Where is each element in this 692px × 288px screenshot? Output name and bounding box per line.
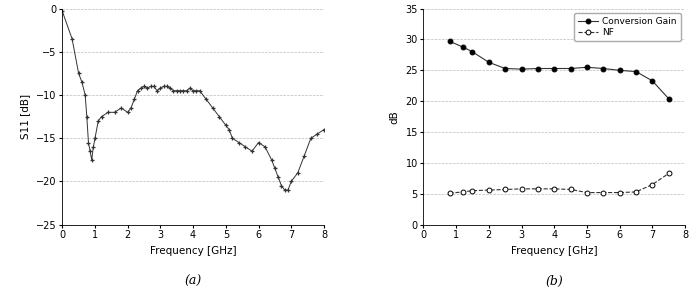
Line: Conversion Gain: Conversion Gain (447, 39, 671, 101)
Conversion Gain (550, 67, 558, 70)
Legend: Conversion Gain, NF: Conversion Gain, NF (574, 13, 680, 41)
NF (518, 187, 526, 191)
NF (446, 192, 454, 195)
NF (664, 172, 673, 175)
NF (583, 191, 591, 194)
Text: (a): (a) (185, 275, 202, 288)
Y-axis label: S11 [dB]: S11 [dB] (21, 94, 30, 139)
Conversion Gain (648, 79, 657, 83)
X-axis label: Frequency [GHz]: Frequency [GHz] (511, 246, 598, 256)
Conversion Gain (501, 67, 509, 70)
NF (615, 191, 623, 194)
Text: (b): (b) (545, 275, 563, 288)
NF (550, 187, 558, 191)
NF (468, 189, 477, 192)
NF (648, 183, 657, 186)
Conversion Gain (518, 67, 526, 71)
NF (567, 188, 575, 191)
Conversion Gain (632, 70, 640, 73)
Conversion Gain (459, 45, 467, 49)
X-axis label: Frequency [GHz]: Frequency [GHz] (149, 246, 237, 256)
NF (484, 188, 493, 192)
Conversion Gain (599, 67, 608, 70)
Conversion Gain (468, 50, 477, 54)
Line: NF: NF (447, 171, 671, 196)
Conversion Gain (567, 67, 575, 70)
Conversion Gain (446, 40, 454, 43)
Conversion Gain (583, 66, 591, 69)
Conversion Gain (534, 67, 542, 70)
Conversion Gain (615, 69, 623, 72)
NF (599, 191, 608, 194)
NF (534, 187, 542, 191)
NF (459, 190, 467, 194)
Y-axis label: dB: dB (390, 110, 400, 124)
Conversion Gain (484, 60, 493, 64)
NF (501, 188, 509, 191)
Conversion Gain (664, 97, 673, 101)
NF (632, 190, 640, 194)
